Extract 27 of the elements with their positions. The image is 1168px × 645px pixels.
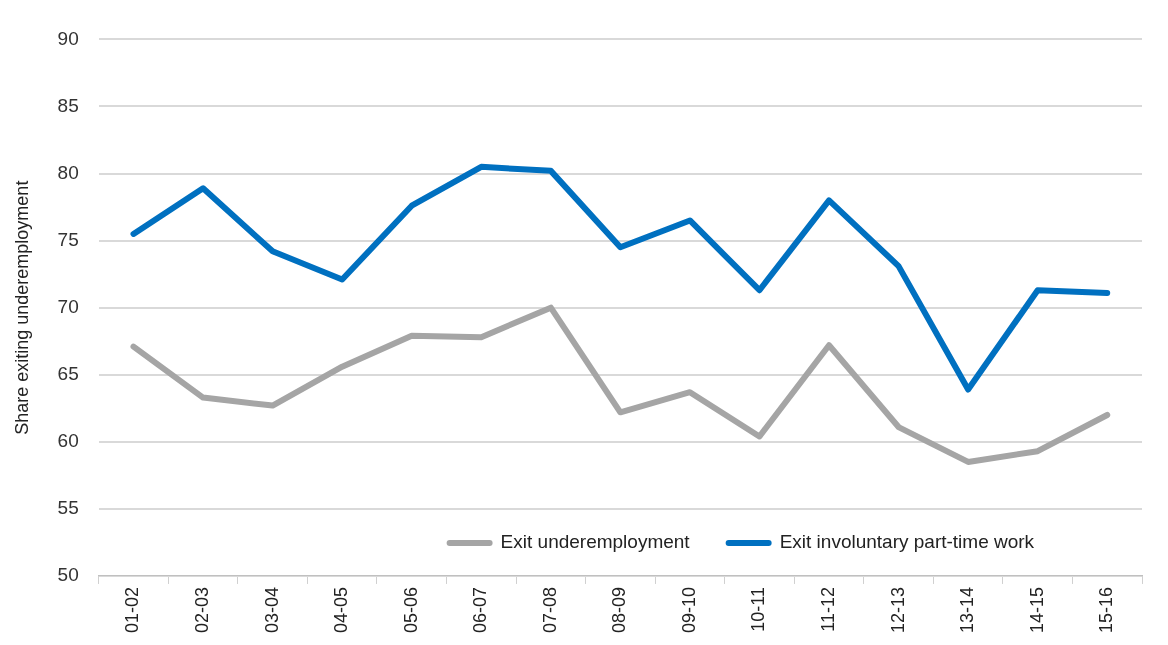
y-tick-label: 50 — [57, 564, 79, 586]
x-tick-label: 06-07 — [470, 586, 491, 634]
legend-label: Exit involuntary part-time work — [779, 531, 1035, 553]
y-tick-label: 65 — [57, 362, 79, 384]
y-tick-label: 70 — [57, 295, 79, 317]
y-tick-label: 90 — [57, 27, 79, 49]
x-tick-label: 11-12 — [817, 586, 838, 632]
x-tick-label: 15-16 — [1096, 586, 1117, 634]
x-tick-label: 14-15 — [1026, 586, 1047, 634]
x-tick-label: 04-05 — [331, 586, 352, 634]
y-tick-label: 60 — [57, 430, 79, 452]
x-tick-label: 13-14 — [957, 586, 978, 634]
x-tick-label: 01-02 — [122, 586, 143, 634]
legend-label: Exit underemployment — [500, 531, 691, 553]
y-tick-label: 80 — [57, 161, 79, 183]
y-tick-label: 55 — [57, 497, 79, 519]
x-tick-label: 08-09 — [609, 586, 630, 634]
x-tick-label: 10-11 — [748, 586, 769, 632]
y-tick-label: 85 — [57, 94, 79, 116]
x-tick-label: 09-10 — [678, 586, 699, 634]
x-tick-label: 02-03 — [192, 586, 213, 634]
x-tick-label: 03-04 — [261, 586, 282, 634]
y-tick-label: 75 — [57, 228, 79, 250]
x-tick-label: 07-08 — [539, 586, 560, 634]
x-tick-label: 05-06 — [400, 586, 421, 634]
x-tick-label: 12-13 — [887, 586, 908, 634]
y-axis-title: Share exiting underemployment — [11, 180, 32, 435]
